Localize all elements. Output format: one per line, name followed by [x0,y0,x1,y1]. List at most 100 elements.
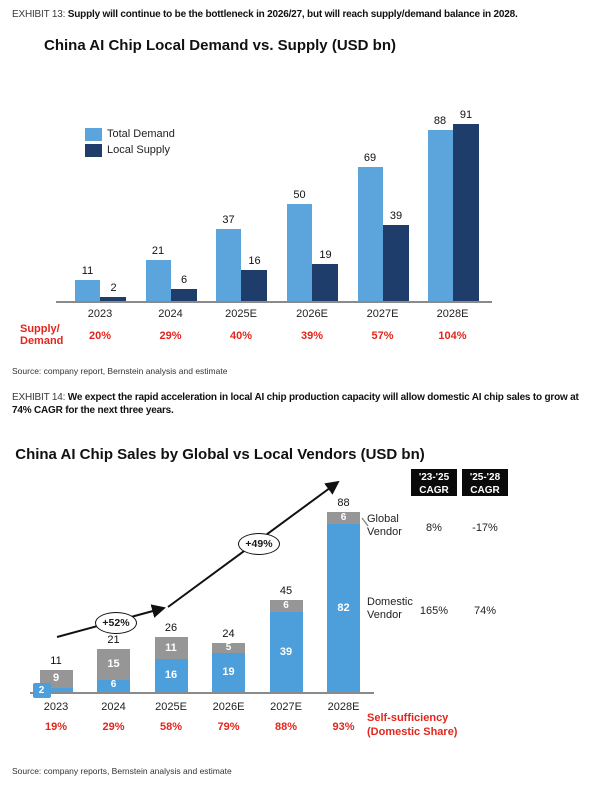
domestic-segment-label-2026E: 19 [222,666,235,679]
supply-bar-2027E [382,225,409,301]
supply-demand-ratio-2027E: 57% [371,330,394,342]
demand-value-label-2023: 11 [81,264,94,277]
global-segment-label-2025E: 11 [165,641,177,654]
chart1-x-label-2026E: 2026E [296,308,328,320]
cagr-header-25-28: '25-'28 CAGR [462,469,508,496]
total-value-label-2024: 21 [107,634,120,647]
local-supply-swatch [85,143,102,157]
global-bar-2025E [154,636,188,660]
exhibit-14-header: EXHIBIT 14: We expect the rapid accelera… [12,391,590,417]
legend-item-local-supply: Local Supply [85,142,175,158]
total-demand-swatch [85,127,102,141]
demand-value-label-2024: 21 [151,245,165,258]
domestic-vendor-cagr-25-28: 74% [473,605,497,617]
supply-demand-row-label: Supply/ Demand [20,323,80,347]
supply-value-label-2025E: 16 [248,254,261,267]
domestic-bar-2023 [39,687,73,692]
global-bar-2024 [97,649,130,680]
supply-bar-2024 [170,289,197,301]
self-sufficiency-ratio-2028E: 93% [332,721,355,733]
total-value-label-2027E: 45 [279,584,293,597]
domestic-segment-label-2024: 6 [110,679,117,691]
domestic-segment-label-2028E: 82 [337,601,350,614]
chart1-x-label-2024: 2024 [158,308,183,320]
exhibit-13-text: Supply will continue to be the bottlenec… [67,9,518,20]
demand-value-label-2028E: 88 [433,114,447,127]
total-value-label-2028E: 88 [337,497,350,510]
domestic-vendor-label: Domestic Vendor [367,596,413,621]
global-segment-label-2023: 9 [52,672,60,685]
local-supply-label: Local Supply [107,144,170,156]
supply-demand-ratio-2023: 20% [88,330,112,342]
total-demand-label: Total Demand [107,128,175,140]
exhibit-14-label: EXHIBIT 14: [12,392,66,403]
self-sufficiency-ratio-2023: 19% [44,721,68,733]
chart1-title: China AI Chip Local Demand vs. Supply (U… [44,37,396,54]
demand-value-label-2025E: 37 [222,214,235,227]
chart1-legend: Total Demand Local Supply [85,126,175,158]
demand-bar-2028E [427,129,453,301]
chart1-x-axis [56,301,492,303]
supply-bar-2023 [100,297,126,301]
demand-bar-2026E [287,203,312,301]
self-sufficiency-ratio-2026E: 79% [217,721,240,733]
domestic-vendor-cagr-23-25: 165% [419,605,449,617]
chart1-plot-area: 11 2 2023 20% 21 6 2024 29% 37 16 2025E 40% 50 19 2026… [0,0,600,360]
supply-demand-ratio-2025E: 40% [229,330,253,342]
global-vendor-cagr-25-28: -17% [472,522,498,534]
supply-demand-row-label-line2: Demand [20,335,64,347]
chart2-x-label-2024: 2024 [101,701,126,713]
supply-value-label-2028E: 91 [459,109,473,121]
self-sufficiency-ratio-2027E: 88% [274,721,298,733]
demand-value-label-2026E: 50 [293,188,306,201]
domestic-bar-2026E [212,653,245,692]
supply-value-label-2027E: 39 [389,210,403,223]
demand-bar-2023 [75,279,100,301]
supply-demand-ratio-2028E: 104% [438,330,467,342]
total-value-label-2025E: 26 [164,621,178,634]
exhibit-13-label: EXHIBIT 13: [12,9,66,20]
global-vendor-label: Global Vendor [367,513,402,538]
legend-item-total-demand: Total Demand [85,126,175,142]
chart2-x-label-2026E: 2026E [212,701,245,713]
self-sufficiency-ratio-2024: 29% [102,721,125,733]
supply-demand-ratio-2026E: 39% [300,330,324,342]
total-value-label-2026E: 24 [222,627,235,640]
cagr-header-23-25: '23-'25 CAGR [411,469,457,496]
supply-demand-ratio-2024: 29% [159,330,182,342]
chart2-plot-area: 11 9 2 2023 19% 21 15 6 2024 29% 26 11 16 2025E 58% 24 5… [30,497,374,733]
supply-demand-row-label-line1: Supply/ [20,323,60,335]
total-value-label-2023: 11 [50,654,62,667]
global-segment-label-2024: 15 [107,657,120,670]
global-segment-label-2027E: 6 [283,599,289,611]
demand-bar-2025E [216,229,241,301]
chart2-x-label-2028E: 2028E [327,701,360,713]
supply-bar-2025E [241,269,267,301]
supply-value-label-2024: 6 [180,274,188,287]
demand-bar-2027E [357,166,383,301]
supply-bar-2026E [312,264,338,301]
exhibit-14-text: We expect the rapid acceleration in loca… [12,392,579,416]
supply-value-label-2026E: 19 [319,249,332,262]
self-sufficiency-ratio-2025E: 58% [159,721,183,733]
growth-annotation-52: +52% [95,612,137,634]
domestic-segment-label-2025E: 16 [164,669,178,682]
global-segment-label-2026E: 5 [225,641,232,653]
source-line-2: Source: company reports, Bernstein analy… [12,766,232,776]
chart2-x-label-2025E: 2025E [155,701,187,713]
chart2-title: China AI Chip Sales by Global vs Local V… [15,446,425,463]
demand-bar-2024 [145,260,171,301]
global-vendor-cagr-23-25: 8% [426,522,442,534]
self-sufficiency-label: Self-sufficiency (Domestic Share) [367,712,458,738]
chart1-x-label-2025E: 2025E [225,308,257,320]
growth-annotation-49: +49% [238,533,280,555]
supply-bar-2028E [452,124,479,301]
chart2-x-label-2027E: 2027E [270,701,302,713]
domestic-segment-badge-2023: 2 [32,683,51,698]
domestic-segment-label-2027E: 39 [279,645,293,658]
domestic-bar-2025E [154,659,188,692]
domestic-bar-2024 [97,679,130,692]
demand-value-label-2027E: 69 [363,151,377,164]
chart2-x-axis [30,692,374,694]
